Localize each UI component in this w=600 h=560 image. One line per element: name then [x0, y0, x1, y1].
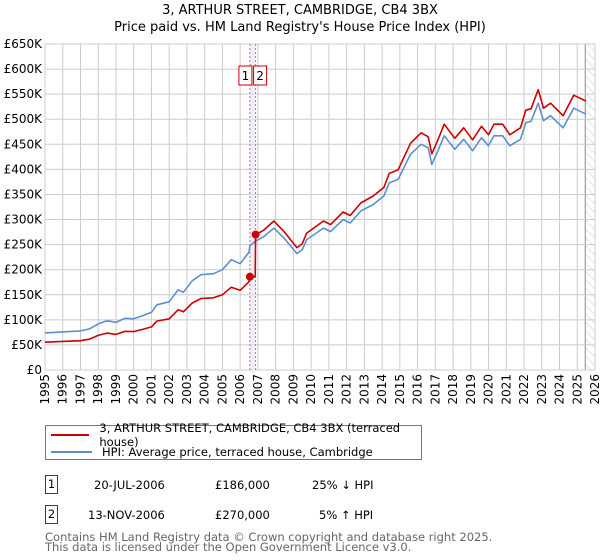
- x-tick-label: 2013: [357, 374, 371, 405]
- legend-label-hpi: HPI: Average price, terraced house, Camb…: [102, 445, 373, 459]
- chart-title: 3, ARTHUR STREET, CAMBRIDGE, CB4 3BX: [162, 3, 438, 18]
- x-tick-label: 2015: [393, 374, 407, 405]
- y-tick-label: £550K: [4, 87, 44, 101]
- transaction-delta: 25% ↓ HPI: [312, 478, 374, 492]
- x-tick-label: 2024: [553, 374, 567, 405]
- sale-badge: [253, 65, 268, 86]
- plot-area: £0 £50K £100K £150K £200K £250K £300K £350K £400…: [4, 37, 600, 405]
- x-tick-label: 2021: [499, 374, 513, 405]
- x-tick-label: 2004: [198, 374, 212, 405]
- footer-copyright: Contains HM Land Registry data © Crown c…: [45, 530, 493, 544]
- x-tick-label: 2025: [570, 374, 584, 405]
- legend-swatch-red: [51, 434, 90, 436]
- transaction-row: 1 20-JUL-2006 £186,000 25% ↓ HPI: [45, 475, 445, 495]
- x-tick-label: 2020: [482, 374, 496, 405]
- x-tick-label: 1998: [91, 374, 105, 405]
- y-tick-label: £200K: [4, 263, 44, 277]
- sale-point: [251, 230, 260, 239]
- x-tick-label: 2018: [446, 374, 460, 405]
- y-tick-label: £450K: [4, 137, 44, 151]
- x-tick-label: 2008: [269, 374, 283, 405]
- transaction-price: £186,000: [215, 478, 270, 492]
- x-tick-label: 2026: [588, 374, 600, 405]
- x-tick-label: 2001: [144, 374, 158, 405]
- y-tick-label: £300K: [4, 213, 44, 227]
- y-tick-label: £650K: [4, 37, 44, 51]
- legend-item-hpi: HPI: Average price, terraced house, Camb…: [51, 444, 373, 460]
- x-tick-label: 1996: [56, 374, 70, 405]
- x-tick-label: 2007: [251, 374, 265, 405]
- future-hatch-region: [585, 44, 595, 370]
- transaction-price: £270,000: [215, 508, 270, 522]
- legend-item-property: 3, ARTHUR STREET, CAMBRIDGE, CB4 3BX (te…: [51, 421, 421, 449]
- x-tick-label: 2010: [304, 374, 318, 405]
- transaction-date: 13-NOV-2006: [88, 508, 165, 522]
- x-tick-label: 1999: [109, 374, 123, 405]
- x-tick-label: 2009: [286, 374, 300, 405]
- x-tick-label: 2019: [464, 374, 478, 405]
- x-tick-label: 2011: [322, 374, 336, 405]
- legend: 3, ARTHUR STREET, CAMBRIDGE, CB4 3BX (te…: [45, 421, 422, 460]
- x-tick-label: 1995: [38, 374, 52, 405]
- x-tick-label: 1997: [73, 374, 87, 405]
- transaction-row: 2 13-NOV-2006 £270,000 5% ↑ HPI: [45, 505, 445, 525]
- legend-swatch-blue: [51, 451, 92, 453]
- chart-subtitle: Price paid vs. HM Land Registry's House …: [114, 20, 486, 35]
- sale-period-band: [249, 44, 256, 370]
- x-tick-label: 2000: [127, 374, 141, 405]
- y-tick-label: £250K: [4, 238, 44, 252]
- y-tick-label: £350K: [4, 187, 44, 201]
- sale-badge-label: 2: [256, 69, 264, 83]
- y-tick-label: £400K: [4, 162, 44, 176]
- hpi-line: [44, 102, 587, 334]
- x-tick-label: 2017: [428, 374, 442, 405]
- x-tick-label: 2006: [233, 374, 247, 405]
- y-tick-label: £150K: [4, 288, 44, 302]
- transaction-delta: 5% ↑ HPI: [319, 508, 374, 522]
- footer-licence: This data is licensed under the Open Gov…: [45, 540, 412, 554]
- y-tick-label: £100K: [4, 313, 44, 327]
- x-tick-label: 2014: [375, 374, 389, 405]
- y-tick-label: £600K: [4, 62, 44, 76]
- x-tick-label: 2016: [411, 374, 425, 405]
- transaction-badge: 2: [45, 505, 58, 524]
- price-paid-line: [44, 88, 587, 343]
- x-tick-label: 2022: [517, 374, 531, 405]
- y-tick-label: £50K: [11, 338, 43, 352]
- y-tick-label: £0: [27, 363, 42, 377]
- sale-badge: [238, 65, 253, 86]
- x-tick-label: 2005: [215, 374, 229, 405]
- y-tick-label: £500K: [4, 112, 44, 126]
- x-tick-label: 2012: [340, 374, 354, 405]
- transaction-date: 20-JUL-2006: [94, 478, 165, 492]
- x-tick-label: 2003: [180, 374, 194, 405]
- sale-point: [245, 272, 254, 281]
- legend-label-property: 3, ARTHUR STREET, CAMBRIDGE, CB4 3BX (te…: [99, 421, 401, 449]
- x-tick-label: 2023: [535, 374, 549, 405]
- transaction-badge: 1: [45, 475, 58, 494]
- x-tick-label: 2002: [162, 374, 176, 405]
- sale-badge-label: 1: [242, 69, 250, 83]
